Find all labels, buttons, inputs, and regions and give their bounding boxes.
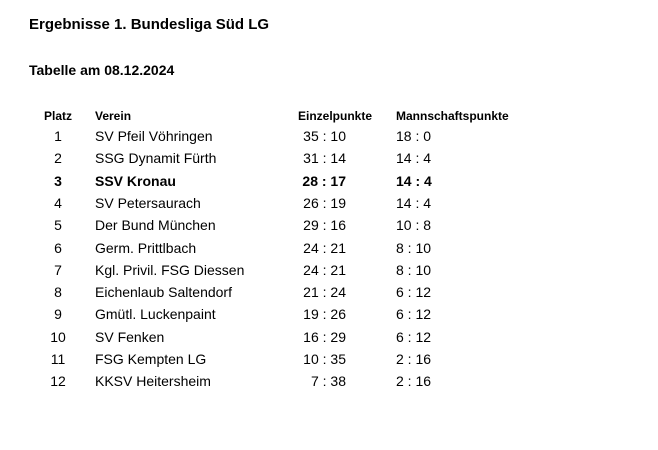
cell-verein: Germ. Prittlbach — [95, 239, 197, 256]
cell-verein: SV Fenken — [95, 328, 165, 345]
table-header: Platz Verein Einzelpunkte Mannschaftspun… — [0, 109, 658, 125]
cell-mannschaftspunkte: 2 : 16 — [396, 351, 432, 367]
cell-einzelpunkte: 29 : 16 — [303, 217, 346, 234]
cell-verein: FSG Kempten LG — [95, 351, 207, 367]
table-row: 7 Kgl. Privil. FSG Diessen 24 : 21 8 : 10 — [0, 262, 658, 284]
cell-einzelpunkte: 24 : 21 — [303, 261, 346, 278]
cell-mannschaftspunkte: 10 : 8 — [396, 217, 432, 234]
cell-verein: Gmütl. Luckenpaint — [95, 306, 216, 323]
table-row: 11 FSG Kempten LG 10 : 35 2 : 16 — [0, 351, 658, 373]
cell-platz: 5 — [54, 217, 62, 234]
cell-einzelpunkte: 16 : 29 — [303, 328, 346, 345]
cell-einzelpunkte: 7 : 38 — [310, 373, 346, 390]
cell-mannschaftspunkte: 14 : 4 — [396, 194, 432, 211]
table-row: 5 Der Bund München 29 : 16 10 : 8 — [0, 217, 658, 239]
cell-platz: 7 — [54, 261, 62, 278]
cell-einzelpunkte: 31 : 14 — [303, 150, 346, 167]
cell-verein: SV Petersaurach — [95, 194, 201, 211]
table-subtitle: Tabelle am 08.12.2024 — [29, 62, 175, 78]
cell-einzelpunkte: 28 : 17 — [302, 172, 346, 189]
cell-platz: 1 — [54, 128, 62, 144]
table-row: 10 SV Fenken 16 : 29 6 : 12 — [0, 329, 658, 351]
cell-platz: 12 — [50, 373, 66, 390]
cell-mannschaftspunkte: 18 : 0 — [396, 128, 432, 144]
cell-verein: SSG Dynamit Fürth — [95, 150, 217, 167]
header-verein: Verein — [95, 109, 132, 123]
cell-verein: KKSV Heitersheim — [95, 373, 211, 390]
cell-mannschaftspunkte: 14 : 4 — [396, 150, 432, 167]
cell-einzelpunkte: 26 : 19 — [303, 194, 346, 211]
cell-verein: SV Pfeil Vöhringen — [95, 128, 213, 144]
cell-mannschaftspunkte: 2 : 16 — [396, 373, 432, 390]
cell-platz: 3 — [54, 172, 62, 189]
cell-platz: 9 — [54, 306, 62, 323]
header-mannschaftspunkte: Mannschaftspunkte — [396, 109, 509, 123]
table-row: 3 SSV Kronau 28 : 17 14 : 4 — [0, 173, 658, 195]
cell-mannschaftspunkte: 14 : 4 — [396, 172, 432, 189]
page-title: Ergebnisse 1. Bundesliga Süd LG — [29, 16, 270, 33]
cell-platz: 2 — [54, 150, 62, 167]
header-platz: Platz — [43, 109, 72, 123]
cell-verein: Der Bund München — [95, 217, 216, 234]
cell-einzelpunkte: 21 : 24 — [303, 284, 346, 301]
cell-mannschaftspunkte: 6 : 12 — [396, 284, 432, 301]
cell-mannschaftspunkte: 8 : 10 — [396, 239, 432, 256]
table-row: 2 SSG Dynamit Fürth 31 : 14 14 : 4 — [0, 150, 658, 172]
cell-platz: 8 — [54, 284, 62, 301]
table-row: 6 Germ. Prittlbach 24 : 21 8 : 10 — [0, 240, 658, 262]
cell-mannschaftspunkte: 8 : 10 — [396, 261, 432, 278]
table-row: 12 KKSV Heitersheim 7 : 38 2 : 16 — [0, 373, 658, 395]
cell-platz: 4 — [54, 194, 62, 211]
cell-mannschaftspunkte: 6 : 12 — [396, 306, 432, 323]
cell-platz: 6 — [54, 239, 62, 256]
cell-mannschaftspunkte: 6 : 12 — [396, 328, 432, 345]
table-row: 4 SV Petersaurach 26 : 19 14 : 4 — [0, 195, 658, 217]
table-row: 8 Eichenlaub Saltendorf 21 : 24 6 : 12 — [0, 284, 658, 306]
cell-einzelpunkte: 24 : 21 — [303, 239, 346, 256]
cell-platz: 10 — [50, 328, 66, 345]
cell-verein: Eichenlaub Saltendorf — [95, 284, 232, 301]
cell-einzelpunkte: 19 : 26 — [303, 306, 346, 323]
cell-verein: SSV Kronau — [95, 172, 176, 189]
cell-einzelpunkte: 35 : 10 — [303, 128, 346, 144]
cell-verein: Kgl. Privil. FSG Diessen — [95, 261, 245, 278]
table-row: 9 Gmütl. Luckenpaint 19 : 26 6 : 12 — [0, 306, 658, 328]
cell-einzelpunkte: 10 : 35 — [303, 351, 346, 367]
table-row: 1 SV Pfeil Vöhringen 35 : 10 18 : 0 — [0, 128, 658, 150]
cell-platz: 11 — [50, 351, 66, 367]
header-einzelpunkte: Einzelpunkte — [298, 109, 373, 123]
